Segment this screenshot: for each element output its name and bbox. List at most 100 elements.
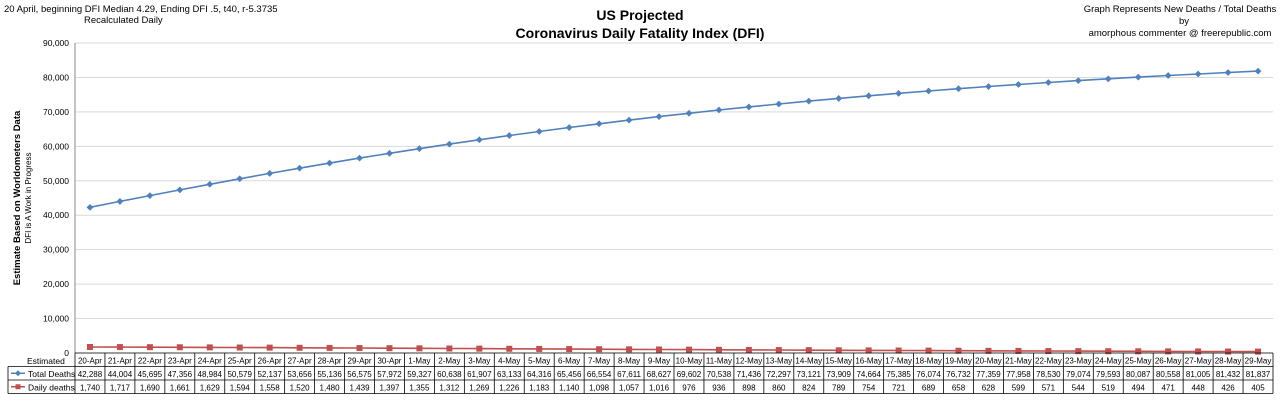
x-tick-label: 26-Apr (258, 357, 282, 366)
x-tick-label: 27-Apr (288, 357, 312, 366)
x-tick-label: 17-May (885, 357, 912, 366)
y-tick-label: 80,000 (43, 72, 69, 82)
data-point (655, 113, 663, 121)
y-tick-label: 50,000 (43, 176, 69, 186)
x-tick-label: 18-May (915, 357, 942, 366)
data-point (745, 346, 752, 353)
x-tick-label: 22-Apr (138, 357, 162, 366)
x-tick-label: 29-Apr (348, 357, 372, 366)
x-tick-label: 26-May (1155, 357, 1182, 366)
table-cell: 1,140 (559, 383, 580, 392)
data-point (416, 345, 423, 352)
data-point (326, 159, 333, 167)
table-cell: 689 (922, 383, 936, 392)
table-cell: 64,316 (527, 370, 552, 379)
header-recalc-note: Recalculated Daily (84, 15, 163, 26)
table-cell: 59,327 (407, 370, 432, 379)
table-cell: 1,312 (439, 383, 460, 392)
x-tick-label: 24-May (1095, 357, 1122, 366)
data-point (146, 192, 154, 200)
data-point (596, 346, 603, 353)
data-point (476, 345, 483, 352)
y-tick-label: 0 (64, 348, 69, 358)
x-tick-label: 12-May (736, 357, 763, 366)
x-tick-label: 23-May (1065, 357, 1092, 366)
data-point (146, 344, 153, 351)
data-point (1225, 348, 1232, 355)
table-cell: 66,554 (587, 370, 612, 379)
table-cell: 81,432 (1216, 370, 1241, 379)
data-point (266, 170, 274, 177)
table-cell: 53,656 (287, 370, 312, 379)
x-tick-label: 9-May (648, 357, 670, 366)
header-right-by: by (1179, 16, 1189, 27)
table-cell: 75,385 (886, 370, 911, 379)
data-point (206, 180, 214, 188)
table-cell: 599 (1012, 383, 1026, 392)
header-right-note: Graph Represents New Deaths / Total Deat… (1084, 4, 1277, 15)
table-cell: 519 (1102, 383, 1116, 392)
data-point (1105, 348, 1112, 355)
data-point (206, 344, 213, 351)
x-tick-label: 3-May (468, 357, 490, 366)
x-tick-label: 20-May (975, 357, 1002, 366)
table-cell: 69,602 (677, 370, 702, 379)
table-cell: 74,664 (856, 370, 881, 379)
x-tick-label: 7-May (588, 357, 610, 366)
data-point (266, 344, 273, 351)
data-point (1164, 72, 1172, 79)
table-corner-label: Estimated (27, 356, 65, 366)
data-point (326, 344, 333, 351)
table-cell: 55,136 (317, 370, 342, 379)
x-tick-label: 8-May (618, 357, 640, 366)
table-cell: 571 (1042, 383, 1056, 392)
data-point (775, 100, 783, 108)
table-cell: 63,133 (497, 370, 522, 379)
data-point (895, 89, 903, 97)
table-cell: 44,004 (108, 370, 133, 379)
x-tick-label: 23-Apr (168, 357, 192, 366)
chart-title: US Projected (596, 7, 683, 23)
y-tick-label: 30,000 (43, 245, 69, 255)
table-cell: 405 (1251, 383, 1265, 392)
data-point (625, 116, 633, 124)
data-point (1165, 348, 1172, 355)
data-point (505, 132, 513, 139)
table-cell: 65,456 (557, 370, 582, 379)
table-cell: 1,057 (619, 383, 640, 392)
data-point (236, 175, 244, 183)
table-cell: 1,629 (200, 383, 221, 392)
table-cell: 67,611 (617, 370, 641, 379)
table-cell: 494 (1132, 383, 1146, 392)
table-cell: 1,594 (230, 383, 251, 392)
data-point (116, 344, 123, 351)
table-cell: 80,558 (1156, 370, 1181, 379)
table-cell: 76,074 (916, 370, 941, 379)
data-point (1044, 79, 1052, 86)
x-tick-label: 21-Apr (108, 357, 132, 366)
data-point (835, 95, 843, 102)
data-point (416, 145, 423, 153)
data-point (715, 346, 722, 353)
legend-marker (15, 370, 21, 377)
table-cell: 50,579 (227, 370, 252, 379)
table-cell: 721 (892, 383, 906, 392)
data-point (176, 344, 183, 351)
table-cell: 471 (1161, 383, 1175, 392)
data-point (1224, 69, 1232, 76)
table-cell: 73,121 (797, 370, 822, 379)
data-point (1135, 348, 1142, 355)
data-table: Estimated 20-Apr 21-Apr 22-Apr 23-Apr 24-Apr 2… (7, 352, 1274, 394)
data-point (386, 149, 393, 157)
table-cell: 628 (982, 383, 996, 392)
x-tick-label: 14-May (795, 357, 822, 366)
table-cell: 78,530 (1036, 370, 1061, 379)
table-cell: 81,837 (1246, 370, 1271, 379)
table-cell: 56,575 (347, 370, 372, 379)
table-cell: 1,355 (409, 383, 430, 392)
data-point (656, 346, 663, 353)
table-cell: 1,520 (290, 383, 311, 392)
y-tick-label: 40,000 (43, 210, 69, 220)
table-cell: 52,137 (257, 370, 282, 379)
